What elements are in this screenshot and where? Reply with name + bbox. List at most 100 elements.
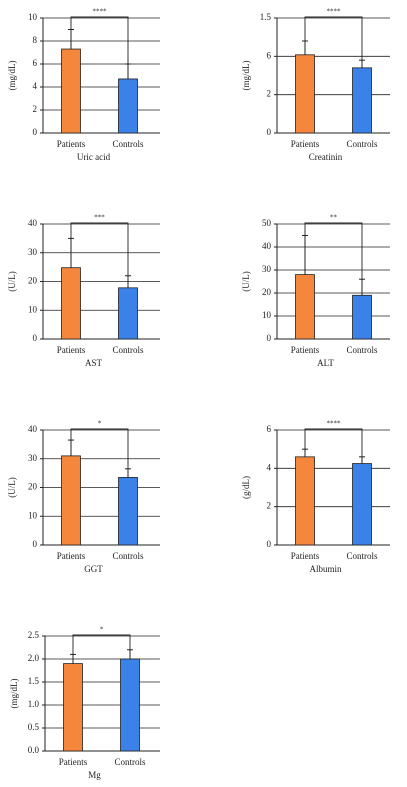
significance-label: * (100, 626, 104, 634)
significance-label: **** (327, 8, 342, 16)
y-tick-label: 4 (33, 81, 38, 91)
panel: 0 2 4 6 8 10 (mg/dL) Uric acid Patients Controls *… (7, 8, 160, 162)
y-tick-label: 30 (262, 264, 272, 274)
significance-label: **** (327, 420, 342, 428)
x-tick-label: Controls (346, 139, 378, 149)
bar (295, 274, 315, 340)
y-tick-label: 0 (33, 539, 38, 549)
bar (295, 456, 315, 546)
y-tick-label: 0 (33, 333, 38, 343)
x-tick-label: Controls (112, 345, 144, 355)
x-tick-label: Patients (57, 551, 86, 561)
bar (118, 287, 138, 340)
y-tick-label: 6 (33, 58, 38, 68)
significance-label: **** (93, 8, 108, 16)
y-axis-label: (mg/dL) (7, 61, 17, 91)
bar (295, 54, 315, 134)
y-tick-label: 20 (262, 287, 272, 297)
y-tick-label: 1.5 (28, 676, 40, 686)
y-tick-label: 30 (28, 453, 38, 463)
panel: 0 2 4 6 (g/dL) Albumin Patients Controls **** (241, 420, 390, 574)
significance-bracket (70, 428, 129, 469)
bar (61, 267, 81, 340)
panel: 0 10 20 30 40 (U/L) GGT Patients Controls * (7, 420, 160, 574)
x-tick-label: Controls (114, 757, 146, 767)
y-axis-label: (U/L) (7, 271, 17, 292)
significance-bracket (304, 16, 363, 61)
y-tick-label: 2 (267, 89, 272, 99)
bar (61, 48, 81, 134)
significance-label: ** (330, 214, 338, 222)
y-tick-label: 2 (267, 501, 272, 511)
y-tick-label: 0.0 (28, 745, 40, 755)
y-tick-label: 10 (262, 310, 272, 320)
y-tick-label: 10 (28, 510, 38, 520)
y-tick-label: 6 (267, 424, 272, 434)
y-tick-label: 1.0 (28, 699, 40, 709)
y-tick-label: 2.5 (28, 630, 40, 640)
x-axis-label: Albumin (309, 564, 342, 574)
x-tick-label: Patients (57, 345, 86, 355)
y-tick-label: 40 (262, 241, 272, 251)
y-axis-label: (mg/dL) (241, 61, 251, 91)
y-tick-label: 8 (33, 35, 38, 45)
y-tick-label: 30 (28, 247, 38, 257)
y-tick-label: 50 (262, 218, 272, 228)
significance-label: * (98, 420, 102, 428)
y-axis-label: (U/L) (241, 271, 251, 292)
y-axis-label: (g/dL) (241, 476, 251, 499)
bar (352, 294, 372, 340)
y-tick-label: 4 (267, 462, 272, 472)
y-tick-label: 40 (28, 424, 38, 434)
x-tick-label: Patients (57, 139, 86, 149)
y-axis-label: (U/L) (7, 477, 17, 498)
y-axis-label: (mg/dL) (9, 679, 19, 709)
bar (120, 658, 140, 752)
significance-bracket (304, 222, 363, 280)
y-tick-label: 20 (28, 482, 38, 492)
y-tick-label: 0 (267, 539, 272, 549)
panel: 0 10 20 30 40 50 (U/L) ALT Patients Controls ** (241, 214, 390, 368)
significance-label: *** (94, 214, 105, 222)
x-axis-label: Mg (88, 770, 101, 780)
significance-bracket (70, 16, 129, 64)
panel: 0 2 6 1.5 (mg/dL) Creatinin Patients Controls **… (241, 8, 390, 162)
x-tick-label: Patients (59, 757, 88, 767)
y-tick-label: 1.5 (260, 12, 272, 22)
panel: 0 10 20 30 40 (U/L) AST Patients Controls *** (7, 214, 160, 368)
y-tick-label: 10 (28, 12, 38, 22)
x-tick-label: Controls (346, 551, 378, 561)
significance-bracket (70, 222, 129, 276)
x-tick-label: Controls (112, 551, 144, 561)
y-tick-label: 0 (267, 333, 272, 343)
x-axis-label: AST (85, 358, 103, 368)
y-tick-label: 2.0 (28, 653, 40, 663)
bar (118, 477, 138, 546)
y-tick-label: 40 (28, 218, 38, 228)
x-tick-label: Controls (112, 139, 144, 149)
x-axis-label: Creatinin (309, 152, 343, 162)
y-tick-label: 0.5 (28, 722, 40, 732)
x-axis-label: ALT (317, 358, 334, 368)
x-tick-label: Patients (291, 551, 320, 561)
x-axis-label: GGT (84, 564, 103, 574)
bar (61, 455, 81, 546)
bar (118, 78, 138, 134)
x-axis-label: Uric acid (77, 152, 111, 162)
y-tick-label: 0 (33, 127, 38, 137)
x-tick-label: Patients (291, 345, 320, 355)
bar (352, 463, 372, 546)
x-tick-label: Patients (291, 139, 320, 149)
y-tick-label: 6 (267, 50, 272, 60)
y-tick-label: 2 (33, 104, 38, 114)
significance-bracket (72, 634, 131, 655)
bar (352, 67, 372, 134)
y-tick-label: 20 (28, 276, 38, 286)
y-tick-label: 0 (267, 127, 272, 137)
y-tick-label: 10 (28, 304, 38, 314)
x-tick-label: Controls (346, 345, 378, 355)
bar (63, 663, 83, 752)
significance-bracket (304, 428, 363, 457)
